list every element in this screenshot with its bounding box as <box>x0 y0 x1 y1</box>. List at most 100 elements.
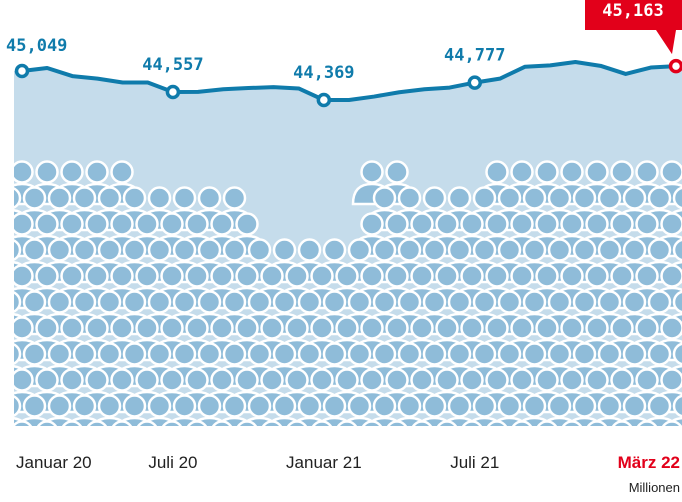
person-body <box>116 470 154 490</box>
person-head <box>612 370 633 391</box>
person-head <box>537 370 558 391</box>
person-head <box>412 266 433 287</box>
person-head <box>12 370 33 391</box>
person-head <box>437 266 458 287</box>
value-label: 44,369 <box>293 63 354 83</box>
person-head <box>149 240 170 261</box>
person-head <box>137 266 158 287</box>
person-head <box>112 318 133 339</box>
value-label: 45,049 <box>6 36 67 56</box>
person-head <box>437 422 458 443</box>
person-head <box>212 318 233 339</box>
person-head <box>49 188 70 209</box>
person-head <box>487 214 508 235</box>
person-body <box>466 470 504 490</box>
person-head <box>74 344 95 365</box>
person-head <box>637 422 658 443</box>
person-head <box>99 344 120 365</box>
person-head <box>99 188 120 209</box>
person-head <box>87 318 108 339</box>
person-head <box>637 214 658 235</box>
person-head <box>137 214 158 235</box>
person-head <box>524 344 545 365</box>
x-tick-label: Juli 21 <box>450 453 499 472</box>
person-head <box>49 240 70 261</box>
person-head <box>462 318 483 339</box>
person-head <box>149 344 170 365</box>
person-body <box>403 444 441 464</box>
person-head <box>324 240 345 261</box>
person-head <box>574 188 595 209</box>
person-head <box>312 318 333 339</box>
person-head <box>112 422 133 443</box>
person-head <box>387 422 408 443</box>
person-head <box>374 344 395 365</box>
person-head <box>99 448 120 469</box>
value-label: 44,557 <box>142 55 203 75</box>
person-head <box>0 422 8 443</box>
person-head <box>274 240 295 261</box>
person-head <box>162 318 183 339</box>
person-head <box>249 448 270 469</box>
person-head <box>649 292 670 313</box>
person-head <box>399 292 420 313</box>
person-head <box>199 240 220 261</box>
person-head <box>662 266 682 287</box>
person-head <box>374 396 395 417</box>
person-body <box>591 470 629 490</box>
person-head <box>537 318 558 339</box>
person-head <box>262 266 283 287</box>
person-head <box>349 396 370 417</box>
person-head <box>37 370 58 391</box>
person-head <box>574 344 595 365</box>
person-head <box>274 292 295 313</box>
person-head <box>587 214 608 235</box>
person-head <box>512 266 533 287</box>
person-head <box>262 318 283 339</box>
person-head <box>287 370 308 391</box>
point <box>167 86 178 97</box>
person-head <box>187 370 208 391</box>
person-head <box>312 422 333 443</box>
person-head <box>87 422 108 443</box>
person-head <box>487 162 508 183</box>
person-head <box>462 214 483 235</box>
x-tick-label: März 22 <box>618 453 680 472</box>
person-body <box>141 470 179 490</box>
person-head <box>462 370 483 391</box>
person-head <box>337 370 358 391</box>
person-body <box>203 444 241 464</box>
person-head <box>174 396 195 417</box>
person-head <box>387 318 408 339</box>
person-head <box>224 344 245 365</box>
person-head <box>49 396 70 417</box>
person-body <box>191 470 229 490</box>
person-head <box>187 422 208 443</box>
x-tick-label: Januar 20 <box>16 453 92 472</box>
person-head <box>0 344 20 365</box>
person-body <box>341 470 379 490</box>
person-head <box>637 318 658 339</box>
person-head <box>37 214 58 235</box>
person-head <box>124 448 145 469</box>
person-head <box>649 396 670 417</box>
person-body <box>41 470 79 490</box>
person-head <box>574 396 595 417</box>
person-head <box>662 318 682 339</box>
person-head <box>312 266 333 287</box>
person-head <box>662 422 682 443</box>
person-head <box>237 214 258 235</box>
person-head <box>362 318 383 339</box>
person-head <box>99 240 120 261</box>
person-head <box>287 318 308 339</box>
person-body <box>0 340 16 360</box>
person-body <box>16 470 54 490</box>
person-head <box>437 370 458 391</box>
person-head <box>549 396 570 417</box>
person-body <box>103 444 141 464</box>
person-head <box>0 266 8 287</box>
person-head <box>212 422 233 443</box>
person-head <box>187 266 208 287</box>
person-body <box>391 470 429 490</box>
person-body <box>541 470 579 490</box>
